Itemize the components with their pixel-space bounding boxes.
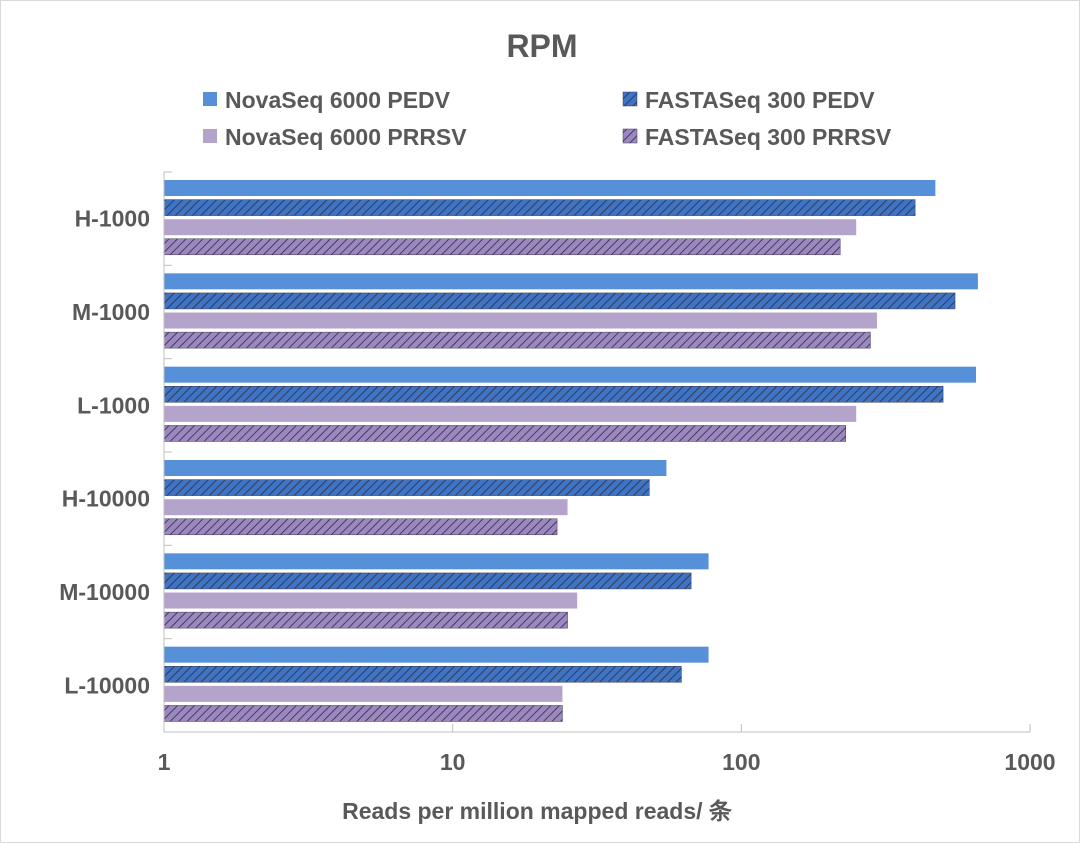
category-label-h-1000: H-1000 xyxy=(75,206,150,232)
bar-l-10000-novaseq-6000-pedv: NovaSeq 6000 PEDV — L-10000: 77 xyxy=(164,646,709,663)
category-group-h-10000: NovaSeq 6000 PEDV — H-10000: 55 FASTASeq … xyxy=(62,460,667,536)
category-label-m-10000: M-10000 xyxy=(59,579,150,605)
category-group-h-1000: NovaSeq 6000 PEDV — H-1000: 470 FASTASeq … xyxy=(75,180,936,256)
chart-title: RPM xyxy=(506,28,577,64)
bar-m-1000-fastaseq-300-prrsv: FASTASeq 300 PRRSV — M-1000: 280 xyxy=(163,331,871,349)
bar-h-10000-fastaseq-300-pedv: FASTASeq 300 PEDV — H-10000: 48 xyxy=(163,479,650,496)
category-group-l-10000: NovaSeq 6000 PEDV — L-10000: 77 FASTASeq … xyxy=(64,646,709,722)
x-tick-label-1: 1 xyxy=(158,749,171,775)
bar-l-10000-fastaseq-300-prrsv: FASTASeq 300 PRRSV — L-10000: 24 xyxy=(163,705,563,722)
legend-label-novaseq-6000-pedv: NovaSeq 6000 PEDV xyxy=(225,87,451,113)
legend-item-fastaseq-300-prrsv: FASTASeq 300 PRRSV xyxy=(622,124,892,150)
bar-m-10000-fastaseq-300-pedv: FASTASeq 300 PEDV — M-10000: 67 xyxy=(163,572,692,590)
legend-item-novaseq-6000-pedv: NovaSeq 6000 PEDV xyxy=(203,87,451,113)
bar-l-1000-fastaseq-300-prrsv: FASTASeq 300 PRRSV — L-1000: 230 xyxy=(163,425,847,442)
legend-item-novaseq-6000-prrsv: NovaSeq 6000 PRRSV xyxy=(203,124,467,150)
bar-h-10000-novaseq-6000-prrsv: NovaSeq 6000 PRRSV — H-10000: 25 xyxy=(164,499,568,516)
category-label-l-1000: L-1000 xyxy=(77,392,150,418)
bar-h-1000-novaseq-6000-pedv: NovaSeq 6000 PEDV — H-1000: 470 xyxy=(164,180,936,196)
bar-l-10000-fastaseq-300-pedv: FASTASeq 300 PEDV — L-10000: 62 xyxy=(163,666,682,683)
legend-label-fastaseq-300-pedv: FASTASeq 300 PEDV xyxy=(645,87,875,113)
bar-m-1000-novaseq-6000-pedv: NovaSeq 6000 PEDV — M-1000: 660 xyxy=(164,273,978,290)
x-axis-title: Reads per million mapped reads/ 条 xyxy=(342,798,732,824)
category-group-l-1000: NovaSeq 6000 PEDV — L-1000: 650 FASTASeq … xyxy=(77,366,976,442)
bar-m-10000-fastaseq-300-prrsv: FASTASeq 300 PRRSV — M-10000: 25 xyxy=(163,611,568,629)
bars: NovaSeq 6000 PEDV — H-1000: 470 FASTASeq … xyxy=(59,180,978,722)
legend-swatch-fastaseq-300-prrsv xyxy=(622,128,638,144)
bar-m-1000-fastaseq-300-pedv: FASTASeq 300 PEDV — M-1000: 550 xyxy=(163,292,956,310)
axes: 1 10 100 1000 xyxy=(158,171,1056,775)
legend-label-novaseq-6000-prrsv: NovaSeq 6000 PRRSV xyxy=(225,124,467,150)
bar-h-1000-novaseq-6000-prrsv: NovaSeq 6000 PRRSV — H-1000: 250 xyxy=(164,219,857,236)
bar-l-1000-fastaseq-300-pedv: FASTASeq 300 PEDV — L-1000: 500 xyxy=(163,386,944,403)
legend-swatch-novaseq-6000-pedv xyxy=(203,92,217,106)
bar-m-10000-novaseq-6000-pedv: NovaSeq 6000 PEDV — M-10000: 77 xyxy=(164,553,709,570)
legend: NovaSeq 6000 PEDV FASTASeq 300 PEDV NovaSe… xyxy=(203,87,892,150)
category-group-m-1000: NovaSeq 6000 PEDV — M-1000: 660 FASTASeq … xyxy=(72,273,978,349)
bar-h-1000-fastaseq-300-pedv: FASTASeq 300 PEDV — H-1000: 400 xyxy=(163,199,916,216)
bar-m-10000-novaseq-6000-prrsv: NovaSeq 6000 PRRSV — M-10000: 27 xyxy=(164,592,578,609)
x-tick-label-100: 100 xyxy=(722,749,760,775)
legend-item-fastaseq-300-pedv: FASTASeq 300 PEDV xyxy=(622,87,875,113)
bar-l-10000-novaseq-6000-prrsv: NovaSeq 6000 PRRSV — L-10000: 24 xyxy=(164,685,563,702)
x-tick-label-1000: 1000 xyxy=(1004,749,1055,775)
category-label-h-10000: H-10000 xyxy=(62,486,150,512)
bar-l-1000-novaseq-6000-pedv: NovaSeq 6000 PEDV — L-1000: 650 xyxy=(164,366,976,383)
bar-l-1000-novaseq-6000-prrsv: NovaSeq 6000 PRRSV — L-1000: 250 xyxy=(164,405,857,422)
bar-h-1000-fastaseq-300-prrsv: FASTASeq 300 PRRSV — H-1000: 220 xyxy=(163,238,841,256)
legend-label-fastaseq-300-prrsv: FASTASeq 300 PRRSV xyxy=(645,124,892,150)
category-label-m-1000: M-1000 xyxy=(72,299,150,325)
bar-m-1000-novaseq-6000-prrsv: NovaSeq 6000 PRRSV — M-1000: 295 xyxy=(164,312,877,329)
x-tick-label-10: 10 xyxy=(440,749,466,775)
legend-swatch-novaseq-6000-prrsv xyxy=(203,129,217,143)
category-group-m-10000: NovaSeq 6000 PEDV — M-10000: 77 FASTASeq … xyxy=(59,553,709,629)
bar-h-10000-fastaseq-300-prrsv: FASTASeq 300 PRRSV — H-10000: 23 xyxy=(163,518,558,536)
bar-h-10000-novaseq-6000-pedv: NovaSeq 6000 PEDV — H-10000: 55 xyxy=(164,460,667,476)
category-label-l-10000: L-10000 xyxy=(64,672,150,698)
legend-swatch-fastaseq-300-pedv xyxy=(622,91,638,107)
